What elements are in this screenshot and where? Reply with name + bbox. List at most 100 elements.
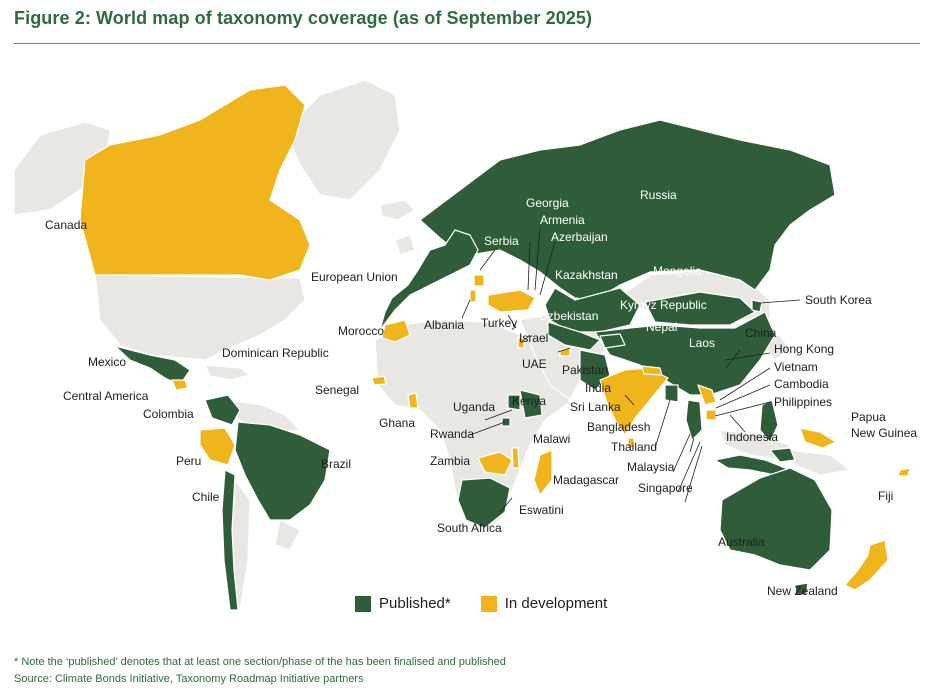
figure-title: Figure 2: World map of taxonomy coverage… [14, 8, 593, 28]
label-hong-kong: Hong Kong [774, 342, 835, 356]
label-mexico: Mexico [88, 355, 127, 369]
label-kenya: Kenya [512, 394, 547, 408]
label-madagascar: Madagascar [553, 473, 620, 487]
tasmania-region [794, 582, 809, 596]
label-cambodia: Cambodia [774, 377, 829, 391]
label-dominican-republic: Dominican Republic [222, 346, 329, 360]
label-kazakhstan: Kazakhstan [555, 268, 618, 282]
map-legend: Published* In development [355, 595, 627, 612]
ghana-region [407, 392, 419, 409]
label-kyrgyz-republic: Kyrgyz Republic [620, 298, 707, 312]
world-map: Canada Mexico Dominican Republic Central… [0, 50, 934, 640]
sri-lanka-region [627, 437, 635, 449]
peru-region [199, 427, 236, 466]
label-azerbaijan: Azerbaijan [551, 230, 608, 244]
legend-item-published: Published* [355, 595, 451, 612]
iceland-region [379, 199, 416, 221]
label-rwanda: Rwanda [430, 427, 475, 441]
laos-region [697, 384, 717, 406]
label-pakistan: Pakistan [562, 363, 609, 377]
label-china: China [745, 326, 777, 340]
label-uae: UAE [522, 357, 547, 371]
label-south-africa: South Africa [437, 521, 502, 535]
label-european-union: European Union [311, 270, 398, 284]
source-note: Source: Climate Bonds Initiative, Taxono… [14, 673, 364, 685]
label-morocco: Morocco [338, 324, 385, 338]
label-laos: Laos [689, 336, 716, 350]
africa-other-region [374, 319, 571, 531]
label-central-america: Central America [63, 389, 149, 403]
australia-region [719, 467, 833, 571]
caribbean-region [204, 364, 251, 381]
south-korea-region [751, 299, 763, 313]
legend-label-published: Published* [379, 595, 451, 612]
legend-label-in-development: In development [504, 595, 608, 612]
label-singapore: Singapore [638, 481, 693, 495]
turkey-region [487, 289, 536, 313]
label-senegal: Senegal [315, 383, 360, 397]
south-africa-region [457, 477, 511, 529]
chile-region [221, 469, 239, 611]
kyrgyz-region [599, 333, 626, 349]
rwanda-region [501, 417, 511, 427]
label-south-korea: South Korea [805, 293, 872, 307]
europe-region [379, 229, 479, 331]
title-divider [14, 43, 920, 44]
morocco-region [381, 319, 411, 343]
uae-region [559, 347, 571, 357]
legend-item-in-development: In development [480, 595, 608, 612]
label-philippines: Philippines [774, 395, 833, 409]
label-new-guinea: New Guinea [851, 426, 918, 440]
label-new-zealand: New Zealand [767, 584, 838, 598]
thailand-region [685, 399, 703, 441]
legend-swatch-in-development [480, 595, 497, 612]
png-region [799, 427, 837, 449]
fiji-region [897, 467, 911, 477]
label-vietnam: Vietnam [774, 360, 818, 374]
label-zambia: Zambia [430, 454, 471, 468]
label-indonesia: Indonesia [726, 430, 779, 444]
brazil-region [234, 421, 331, 521]
philippines-region [759, 399, 779, 443]
label-albania: Albania [424, 318, 465, 332]
label-israel: Israel [519, 331, 549, 345]
madagascar-region [533, 449, 553, 496]
world-map-svg [13, 79, 911, 611]
senegal-region [371, 375, 387, 386]
footnote: * Note the ‘published’ denotes that at l… [14, 656, 506, 668]
label-turkey: Turkey [481, 316, 518, 330]
central-america-region [171, 379, 189, 391]
cambodia-region [705, 409, 717, 421]
nepal-region [641, 365, 663, 376]
canada-region [79, 84, 311, 281]
russia-region [419, 119, 836, 301]
label-australia: Australia [718, 535, 765, 549]
label-papua: Papua [851, 410, 886, 424]
label-malawi: Malawi [533, 432, 571, 446]
india-region [599, 367, 669, 436]
label-brazil: Brazil [321, 457, 352, 471]
label-uganda: Uganda [453, 400, 496, 414]
label-serbia: Serbia [484, 234, 519, 248]
label-nepal: Nepal [646, 320, 678, 334]
label-india: India [585, 381, 612, 395]
kazakhstan-region [544, 287, 641, 333]
label-canada: Canada [45, 218, 88, 232]
kenya-region [519, 389, 543, 419]
serbia-region [473, 274, 485, 287]
legend-swatch-published [355, 595, 371, 612]
uganda-region [507, 394, 521, 411]
bangladesh-region [664, 384, 679, 403]
label-ghana: Ghana [379, 416, 416, 430]
label-peru: Peru [176, 454, 202, 468]
label-colombia: Colombia [143, 407, 194, 421]
label-thailand: Thailand [611, 440, 658, 454]
label-mongolia: Mongolia [653, 264, 702, 278]
colombia-region [204, 394, 241, 426]
new-zealand-region [844, 539, 889, 591]
albania-region [469, 289, 477, 303]
zambia-region [477, 451, 513, 476]
label-fiji: Fiji [878, 489, 894, 503]
label-uzbekistan: Uzbekistan [539, 309, 599, 323]
label-sri-lanka: Sri Lanka [570, 400, 621, 414]
